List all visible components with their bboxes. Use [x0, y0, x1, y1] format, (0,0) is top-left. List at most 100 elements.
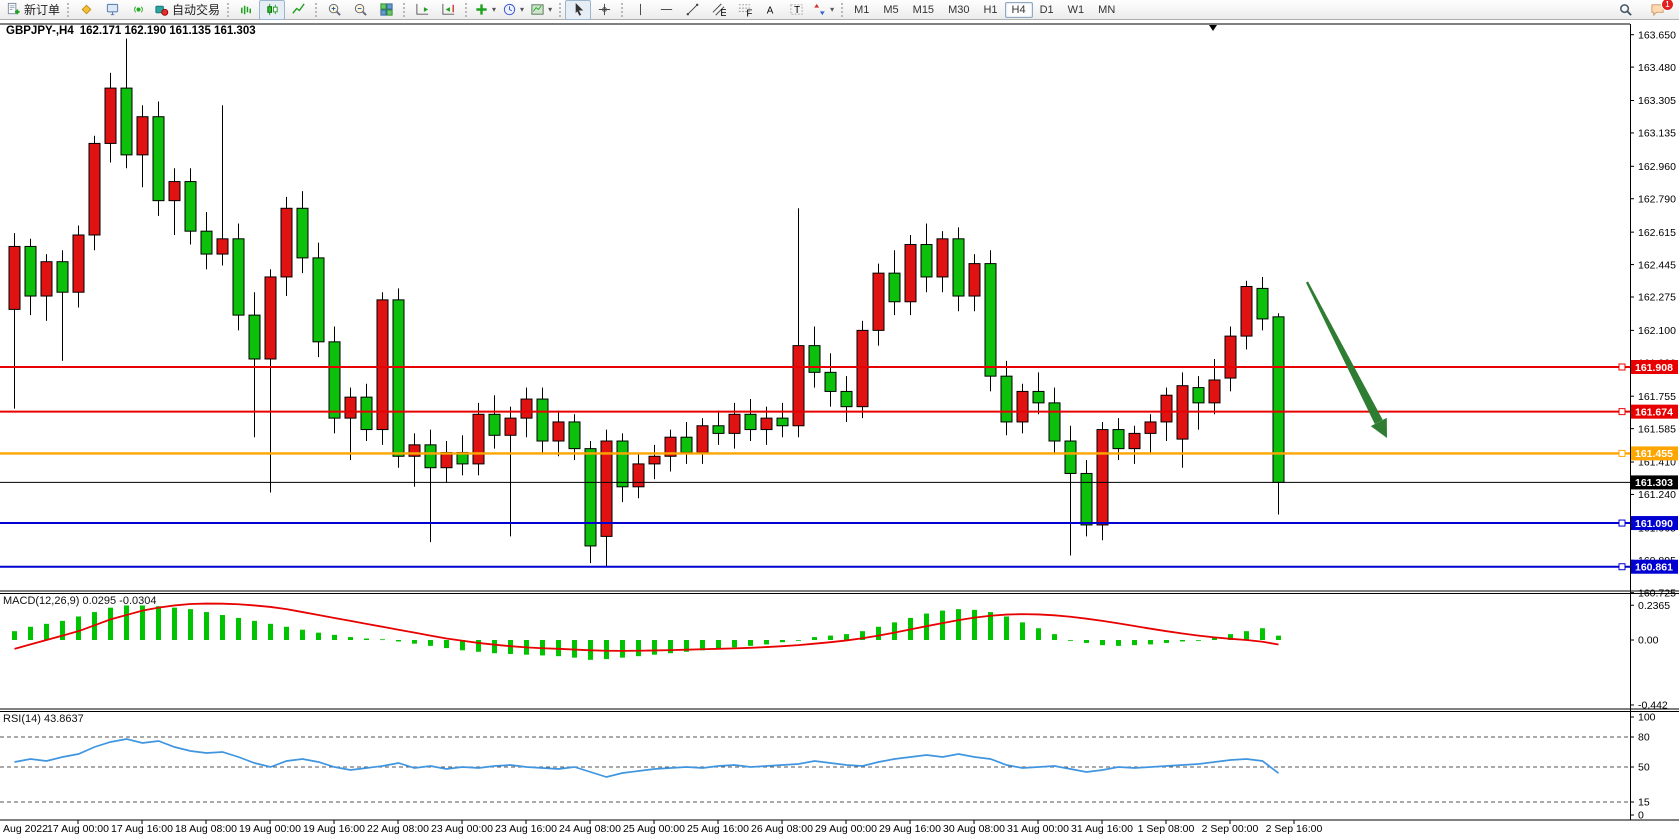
macd-bar	[1100, 640, 1105, 646]
time-axis-label: 31 Aug 00:00	[1007, 823, 1069, 835]
macd-bar	[428, 640, 433, 646]
hline-anchor[interactable]	[1618, 519, 1626, 527]
chart-ohlc-title: GBPJPY-,H4 162.171 162.190 161.135 161.30…	[6, 25, 256, 37]
market-watch-button[interactable]	[73, 0, 99, 20]
signals-button[interactable]	[125, 0, 151, 20]
tab-w1[interactable]: W1	[1067, 3, 1085, 16]
macd-bar	[972, 609, 977, 640]
tab-m15[interactable]: M15	[912, 3, 935, 16]
trend-arrow-annotation[interactable]	[1305, 281, 1383, 425]
label-icon: T	[789, 2, 804, 17]
horizontal-line-button[interactable]	[653, 0, 679, 20]
candlestick-button[interactable]	[259, 0, 286, 20]
candle-body	[552, 421, 565, 442]
macd-bar	[604, 640, 609, 660]
time-axis-label: 17 Aug 00:00	[47, 823, 109, 835]
autotrading-icon	[154, 2, 169, 17]
chevron-down-icon: ▾	[830, 4, 835, 14]
tab-m5[interactable]: M5	[883, 3, 899, 16]
tab-h4[interactable]: H4	[1004, 1, 1033, 18]
tab-m30[interactable]: M30	[948, 3, 970, 16]
chart-shift-button[interactable]	[435, 0, 461, 20]
price-tick-label: 161.755	[1638, 391, 1676, 403]
bar-chart-button[interactable]	[233, 0, 259, 20]
zoom-in-button[interactable]	[321, 0, 347, 20]
tab-m1[interactable]: M1	[854, 3, 870, 16]
tab-d1[interactable]: D1	[1039, 3, 1054, 16]
candle-body	[920, 244, 933, 278]
trendline-button[interactable]	[679, 0, 705, 20]
notifications-button[interactable]: 1	[1644, 0, 1674, 20]
hline-anchor[interactable]	[1618, 563, 1626, 571]
candle-body	[760, 417, 773, 431]
macd-signal-line	[14, 602, 1279, 652]
macd-bar	[76, 616, 81, 640]
new-order-button[interactable]: 新订单	[3, 0, 63, 20]
macd-bar	[892, 622, 897, 640]
macd-bar	[1132, 640, 1137, 646]
candle-body	[1144, 421, 1157, 434]
time-axis-label: Aug 2022	[3, 823, 48, 835]
hline-anchor[interactable]	[1618, 449, 1626, 457]
candle-body	[1096, 429, 1109, 526]
line-chart-button[interactable]	[285, 0, 311, 20]
macd-bar	[44, 623, 49, 640]
candle-body	[72, 234, 85, 293]
cursor-button[interactable]	[565, 0, 592, 20]
text-button[interactable]: A	[757, 0, 783, 20]
macd-bar	[1116, 640, 1121, 646]
auto-scroll-button[interactable]	[409, 0, 435, 20]
terminal-button[interactable]	[99, 0, 125, 20]
svg-text:F: F	[746, 9, 752, 17]
price-tick-label: 161.585	[1638, 423, 1676, 435]
candle-body	[568, 421, 581, 450]
candlestick-icon	[265, 2, 280, 17]
search-button[interactable]	[1612, 0, 1638, 20]
fibonacci-button[interactable]: F	[731, 0, 757, 20]
price-tick-label: 161.240	[1638, 489, 1676, 501]
macd-bar	[220, 615, 225, 640]
arrows-button[interactable]: ▾	[809, 0, 837, 20]
time-axis-label: 2 Sep 16:00	[1266, 823, 1323, 835]
templates-button[interactable]: ▾	[527, 0, 555, 20]
macd-bar	[108, 607, 113, 640]
zoom-out-button[interactable]	[347, 0, 373, 20]
macd-bar	[396, 640, 401, 642]
periods-button[interactable]: ▾	[499, 0, 527, 20]
time-axis-label: 30 Aug 08:00	[943, 823, 1005, 835]
indicators-button[interactable]: ▾	[471, 0, 499, 20]
macd-bar	[28, 626, 33, 640]
tab-mn[interactable]: MN	[1098, 3, 1116, 16]
price-line-label: 161.455	[1635, 448, 1673, 460]
macd-bar	[652, 640, 657, 655]
tile-windows-button[interactable]	[373, 0, 399, 20]
symbol-label: GBPJPY-,H4	[6, 25, 74, 37]
price-line-label-box	[1631, 516, 1678, 531]
time-axis-label: 24 Aug 08:00	[559, 823, 621, 835]
autotrading-button[interactable]: 自动交易	[151, 0, 223, 20]
text-icon: A	[763, 2, 778, 17]
new-order-label: 新订单	[24, 3, 61, 17]
crosshair-button[interactable]	[591, 0, 617, 20]
time-axis-label: 31 Aug 16:00	[1071, 823, 1133, 835]
candle-body	[248, 314, 261, 360]
macd-bar	[412, 640, 417, 644]
chart-shift-marker[interactable]	[1209, 25, 1217, 31]
hline-anchor[interactable]	[1618, 408, 1626, 416]
equidistant-channel-button[interactable]: E	[705, 0, 731, 20]
tab-h1[interactable]: H1	[983, 3, 998, 16]
package-icon	[79, 2, 94, 17]
candle-body	[1160, 394, 1173, 423]
candle-body	[808, 345, 821, 373]
candle-body	[1128, 432, 1141, 450]
vertical-line-button[interactable]	[627, 0, 653, 20]
hline-anchor[interactable]	[1618, 363, 1626, 371]
candle-body	[856, 329, 869, 408]
candlestick-layer	[8, 38, 1285, 567]
candle-body	[680, 436, 693, 453]
candle-body	[136, 116, 149, 156]
candle-body	[488, 413, 501, 436]
label-button[interactable]: T	[783, 0, 809, 20]
fibonacci-icon: F	[737, 2, 752, 17]
